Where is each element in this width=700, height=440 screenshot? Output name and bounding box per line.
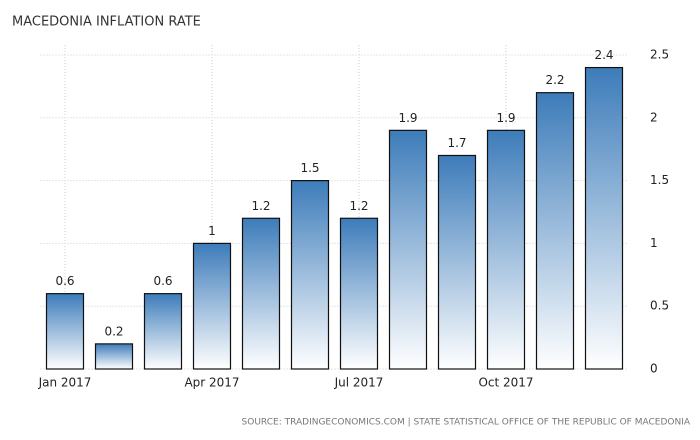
value-label: 1.5	[300, 161, 319, 175]
x-tick-label: Jan 2017	[38, 376, 92, 390]
value-label: 1	[208, 224, 216, 238]
bar	[143, 293, 183, 370]
bar	[45, 293, 85, 370]
value-label: 2.2	[545, 73, 564, 87]
value-label: 0.6	[55, 274, 74, 288]
value-label: 2.4	[594, 48, 613, 62]
y-tick-label: 0.5	[650, 299, 669, 313]
y-tick-label: 1	[650, 236, 658, 250]
bar	[94, 343, 134, 370]
y-tick-label: 1.5	[650, 173, 669, 187]
value-label: 1.2	[251, 199, 270, 213]
bar	[388, 129, 428, 370]
source-note: SOURCE: TRADINGECONOMICS.COM | STATE STA…	[242, 418, 691, 428]
bar	[437, 154, 477, 370]
bar	[486, 129, 526, 370]
y-tick-label: 2	[650, 110, 658, 124]
bar	[535, 92, 575, 370]
value-label: 1.2	[349, 199, 368, 213]
bar	[290, 180, 330, 370]
x-tick-label: Jul 2017	[334, 376, 384, 390]
value-label: 1.9	[398, 111, 417, 125]
x-tick-label: Oct 2017	[478, 376, 533, 390]
value-label: 0.6	[153, 274, 172, 288]
bar	[241, 217, 281, 370]
bar	[192, 242, 232, 370]
y-tick-label: 2.5	[650, 48, 669, 62]
y-tick-label: 0	[650, 362, 658, 376]
value-label: 1.7	[447, 136, 466, 150]
chart-title: MACEDONIA INFLATION RATE	[12, 15, 201, 30]
value-label: 0.2	[104, 324, 123, 338]
value-label: 1.9	[496, 111, 515, 125]
bar	[584, 66, 624, 370]
bar	[339, 217, 379, 370]
x-tick-label: Apr 2017	[184, 376, 239, 390]
